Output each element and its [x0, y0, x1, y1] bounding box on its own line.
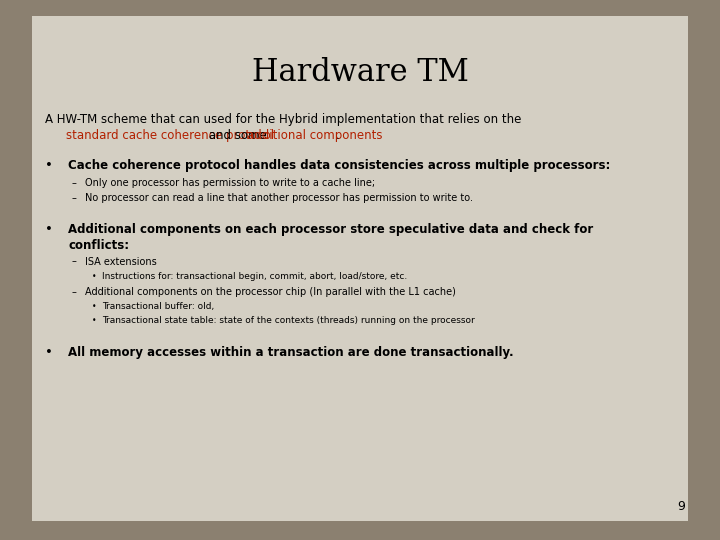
- Text: Hardware TM: Hardware TM: [251, 57, 469, 87]
- Text: Additional components on each processor store speculative data and check for: Additional components on each processor …: [68, 223, 594, 236]
- Text: –: –: [72, 287, 77, 297]
- Text: •: •: [45, 159, 53, 172]
- Text: Additional components on the processor chip (In parallel with the L1 cache): Additional components on the processor c…: [85, 287, 456, 297]
- Text: ISA extensions: ISA extensions: [85, 256, 157, 267]
- Text: Transactional buffer: old,: Transactional buffer: old,: [102, 302, 215, 311]
- Text: •: •: [92, 272, 96, 281]
- Text: Instructions for: transactional begin, commit, abort, load/store, etc.: Instructions for: transactional begin, c…: [102, 272, 408, 281]
- Text: •: •: [45, 346, 53, 359]
- Text: .: .: [336, 129, 340, 141]
- Text: and some: and some: [205, 129, 271, 141]
- Text: 9: 9: [678, 500, 685, 513]
- Text: standard cache coherence protocol: standard cache coherence protocol: [66, 129, 274, 141]
- Text: –: –: [72, 256, 77, 267]
- Text: –: –: [72, 178, 77, 188]
- Text: •: •: [45, 223, 53, 236]
- Text: Transactional state table: state of the contexts (threads) running on the proces: Transactional state table: state of the …: [102, 316, 475, 325]
- Text: –: –: [72, 193, 77, 204]
- Text: •: •: [92, 302, 96, 311]
- Text: All memory accesses within a transaction are done transactionally.: All memory accesses within a transaction…: [68, 346, 514, 359]
- Text: additional components: additional components: [248, 129, 383, 141]
- Text: conflicts:: conflicts:: [68, 239, 130, 252]
- Text: Cache coherence protocol handles data consistencies across multiple processors:: Cache coherence protocol handles data co…: [68, 159, 611, 172]
- Text: Only one processor has permission to write to a cache line;: Only one processor has permission to wri…: [85, 178, 375, 188]
- Text: A HW-TM scheme that can used for the Hybrid implementation that relies on the: A HW-TM scheme that can used for the Hyb…: [45, 113, 522, 126]
- Text: No processor can read a line that another processor has permission to write to.: No processor can read a line that anothe…: [85, 193, 473, 204]
- Text: •: •: [92, 316, 96, 325]
